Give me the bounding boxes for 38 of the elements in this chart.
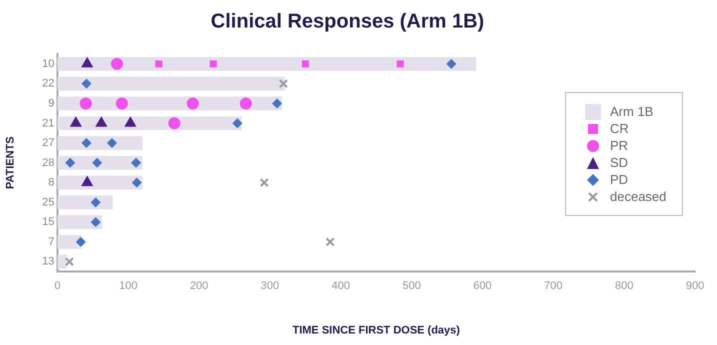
x-tick-label: 0 xyxy=(54,280,60,292)
x-tick-label: 400 xyxy=(332,280,350,292)
legend-label: SD xyxy=(610,155,628,170)
x-tick-label: 300 xyxy=(260,280,280,292)
x-tick-label: 100 xyxy=(119,280,138,292)
y-tick-label: 27 xyxy=(42,137,54,150)
bar xyxy=(57,176,142,190)
y-axis-title: PATIENTS xyxy=(4,136,17,190)
x-tick-label: 600 xyxy=(473,280,492,292)
legend-label: PD xyxy=(610,172,628,187)
y-tick-label: 25 xyxy=(42,196,54,208)
legend-label: PR xyxy=(610,138,628,153)
x-axis-title: TIME SINCE FIRST DOSE (days) xyxy=(292,324,460,336)
y-tick-label: 8 xyxy=(48,176,54,189)
y-tick-label: 28 xyxy=(42,156,54,169)
y-tick-label: 21 xyxy=(42,117,54,130)
legend-label: CR xyxy=(610,121,629,136)
bar xyxy=(57,215,102,230)
y-tick-label: 13 xyxy=(42,256,54,268)
bar xyxy=(57,235,82,249)
chart-title: Clinical Responses (Arm 1B) xyxy=(210,10,484,33)
bar xyxy=(57,195,113,210)
legend-label: deceased xyxy=(610,189,666,204)
x-tick-label: 200 xyxy=(190,280,208,292)
legend-label: Arm 1B xyxy=(610,104,654,119)
y-tick-label: 7 xyxy=(48,236,54,248)
x-tick-label: 800 xyxy=(614,280,634,292)
x-tick-label: 900 xyxy=(686,280,704,292)
y-tick-label: 10 xyxy=(42,58,54,70)
bar xyxy=(57,136,142,150)
bar xyxy=(57,76,285,91)
x-tick-label: 500 xyxy=(402,280,421,292)
y-tick-label: 22 xyxy=(42,78,54,90)
bar xyxy=(57,56,476,71)
y-tick-label: 9 xyxy=(48,97,54,110)
x-tick-label: 700 xyxy=(544,280,562,292)
bar xyxy=(57,254,67,269)
y-tick-label: 15 xyxy=(42,216,54,228)
